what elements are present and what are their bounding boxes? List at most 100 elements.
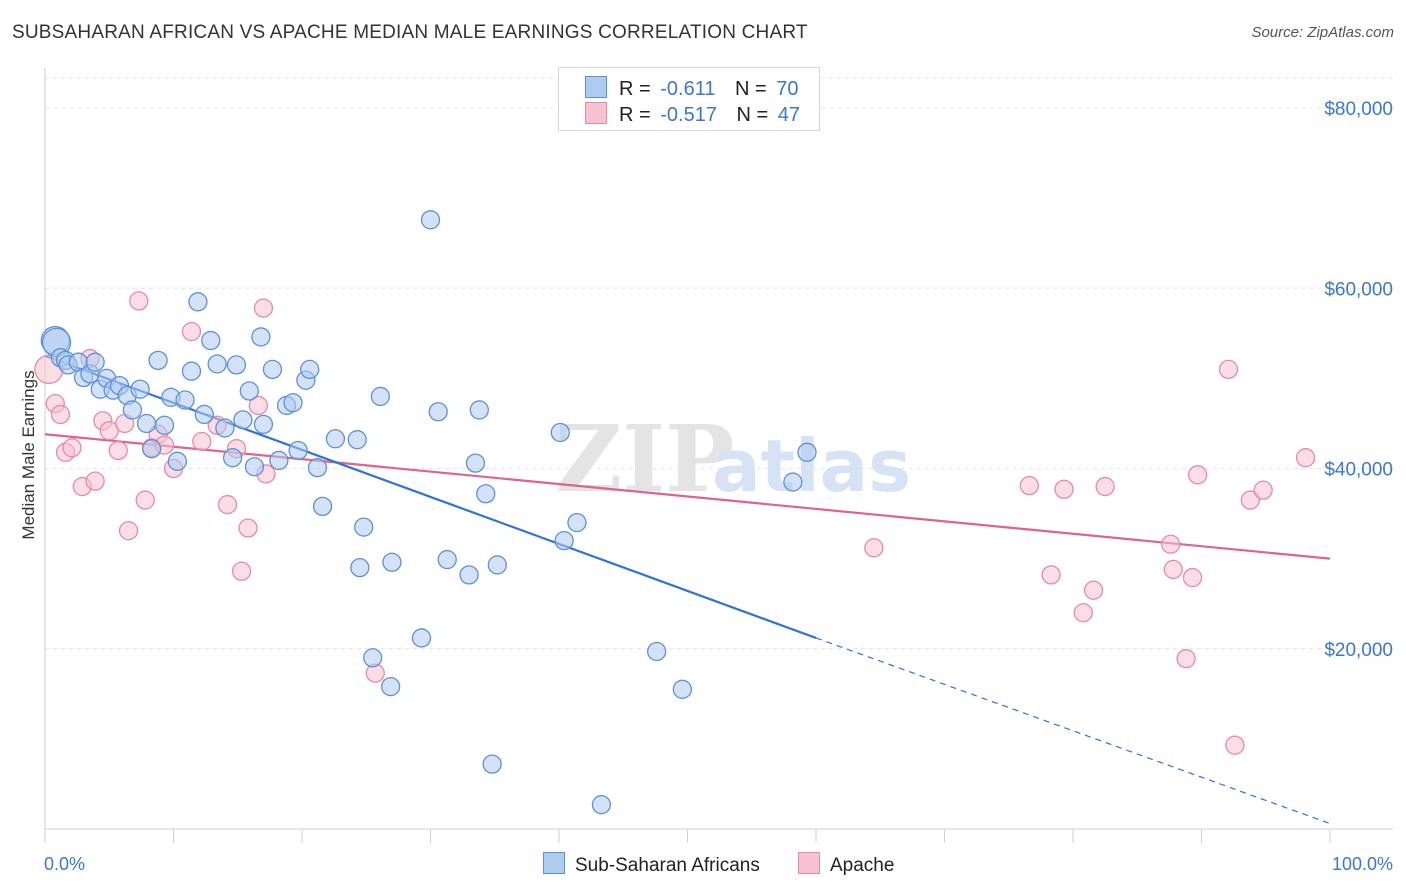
subsaharan-trend-extension bbox=[815, 637, 1331, 825]
apache-point bbox=[135, 490, 155, 510]
apache-point bbox=[118, 521, 139, 541]
apache-point bbox=[108, 440, 128, 461]
subsaharan-point bbox=[122, 400, 143, 420]
legend-r-value: -0.517 bbox=[660, 104, 717, 126]
apache-point bbox=[1225, 735, 1245, 755]
legend-row-apache: R = -0.517 N = 47 bbox=[585, 102, 800, 128]
apache-point bbox=[231, 561, 252, 581]
legend-n-value: 70 bbox=[776, 78, 799, 100]
legend-r-value: -0.611 bbox=[660, 78, 716, 100]
legend-swatch-blue bbox=[585, 76, 607, 98]
sub-saharan-points bbox=[40, 210, 817, 815]
subsaharan-point bbox=[567, 512, 587, 533]
subsaharan-point bbox=[459, 565, 479, 585]
axes bbox=[44, 68, 1393, 843]
apache-point bbox=[1161, 534, 1181, 554]
apache-point bbox=[1073, 603, 1093, 623]
bottom-legend-label: Sub-Saharan Africans bbox=[575, 855, 760, 876]
legend-n-label: N = bbox=[736, 104, 769, 126]
y-tick-label: $20,000 bbox=[1324, 640, 1393, 661]
y-axis-tick-labels: $20,000 $40,000 $60,000 $80,000 bbox=[1324, 99, 1393, 661]
legend-r-label: R = bbox=[619, 104, 651, 126]
subsaharan-point bbox=[215, 418, 235, 438]
subsaharan-point bbox=[201, 330, 221, 351]
subsaharan-point bbox=[269, 450, 289, 471]
subsaharan-point bbox=[476, 484, 496, 504]
subsaharan-point bbox=[239, 381, 259, 401]
subsaharan-point bbox=[465, 453, 486, 473]
apache-point bbox=[1240, 490, 1260, 510]
y-axis-title: Median Male Earnings bbox=[19, 370, 38, 539]
bottom-legend-swatch-pink bbox=[798, 852, 820, 874]
apache-point bbox=[50, 404, 71, 425]
subsaharan-point bbox=[672, 679, 693, 699]
subsaharan-point bbox=[300, 359, 320, 380]
apache-point bbox=[62, 438, 82, 458]
subsaharan-point bbox=[363, 648, 383, 668]
subsaharan-point bbox=[554, 530, 574, 551]
apache-point bbox=[217, 494, 238, 515]
subsaharan-point bbox=[283, 393, 303, 413]
apache-point bbox=[1054, 479, 1074, 499]
correlation-legend: R = -0.611 N = 70 R = -0.517 N = 47 bbox=[558, 67, 820, 131]
subsaharan-point bbox=[550, 422, 570, 443]
y-tick-label: $80,000 bbox=[1324, 99, 1393, 120]
subsaharan-point bbox=[142, 439, 162, 459]
subsaharan-point bbox=[487, 555, 507, 575]
subsaharan-point bbox=[85, 352, 105, 372]
apache-point bbox=[99, 421, 119, 441]
bottom-legend-label: Apache bbox=[830, 855, 895, 876]
y-tick-label: $40,000 bbox=[1324, 460, 1393, 481]
subsaharan-point bbox=[253, 414, 274, 435]
subsaharan-point bbox=[307, 457, 328, 478]
apache-point bbox=[181, 321, 202, 342]
apache-trend-line bbox=[44, 433, 1331, 560]
apache-point bbox=[864, 538, 884, 558]
x-tick-label-max: 100.0% bbox=[1332, 854, 1393, 874]
apache-point bbox=[1019, 475, 1039, 496]
subsaharan-point bbox=[194, 404, 214, 425]
apache-points bbox=[34, 291, 1316, 755]
subsaharan-point bbox=[175, 390, 195, 410]
subsaharan-point bbox=[288, 440, 308, 461]
subsaharan-point bbox=[437, 549, 457, 570]
subsaharan-point bbox=[428, 402, 448, 422]
subsaharan-point bbox=[411, 628, 432, 648]
apache-point bbox=[1253, 480, 1273, 500]
subsaharan-point bbox=[244, 457, 265, 477]
subsaharan-point bbox=[262, 359, 283, 380]
bottom-legend-subsaharan: Sub-Saharan Africans bbox=[543, 852, 760, 877]
watermark: ZIP atlas bbox=[555, 405, 911, 513]
subsaharan-point bbox=[797, 442, 817, 462]
watermark-zip: ZIP bbox=[555, 405, 734, 513]
subsaharan-point bbox=[354, 517, 374, 537]
apache-point bbox=[129, 291, 149, 311]
apache-point bbox=[1083, 580, 1104, 600]
legend-n-label: N = bbox=[735, 78, 767, 100]
apache-point bbox=[248, 395, 268, 416]
subsaharan-point bbox=[181, 361, 202, 381]
subsaharan-point bbox=[350, 558, 370, 578]
apache-point bbox=[1176, 649, 1196, 669]
apache-point bbox=[253, 298, 274, 318]
legend-n-value: 47 bbox=[777, 104, 801, 126]
apache-point bbox=[1295, 448, 1316, 468]
subsaharan-point bbox=[783, 472, 803, 492]
subsaharan-point bbox=[420, 210, 441, 230]
subsaharan-point bbox=[148, 350, 168, 371]
subsaharan-point bbox=[381, 676, 401, 697]
subsaharan-point bbox=[233, 410, 253, 430]
subsaharan-point bbox=[188, 292, 208, 312]
subsaharan-point bbox=[482, 754, 502, 774]
grid bbox=[45, 77, 1393, 650]
apache-point bbox=[1163, 559, 1183, 580]
subsaharan-point bbox=[136, 413, 157, 434]
legend-swatch-pink bbox=[585, 102, 607, 124]
apache-point bbox=[1218, 359, 1239, 380]
apache-point bbox=[85, 471, 105, 491]
watermark-atlas: atlas bbox=[712, 424, 911, 508]
subsaharan-point bbox=[226, 355, 247, 375]
subsaharan-point bbox=[167, 451, 188, 471]
subsaharan-point bbox=[382, 552, 402, 572]
